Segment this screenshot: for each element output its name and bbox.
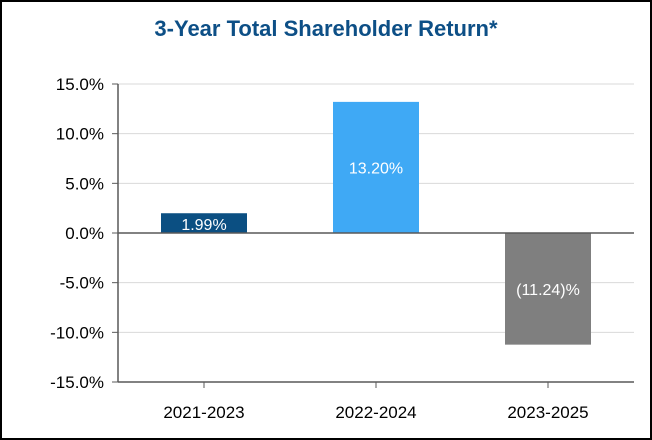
bar-2021-2023: [161, 213, 247, 233]
axes: [112, 83, 634, 388]
y-tick-label: 0.0%: [65, 224, 104, 243]
x-tick-label: 2023-2025: [507, 403, 588, 422]
y-tick-label: -5.0%: [60, 274, 104, 293]
bar-2023-2025: [505, 233, 591, 345]
data-label: 1.99%: [181, 217, 226, 234]
bars: [161, 101, 591, 345]
y-tick-label: 5.0%: [65, 174, 104, 193]
x-tick-label: 2021-2023: [163, 403, 244, 422]
bar-2022-2024: [333, 101, 419, 233]
y-axis-ticks: 15.0% 10.0% 5.0% 0.0% -5.0% -10.0% -15.0%: [50, 75, 104, 392]
data-label: 13.20%: [349, 160, 403, 177]
y-tick-label: -10.0%: [50, 323, 104, 342]
x-tick-label: 2022-2024: [335, 403, 416, 422]
y-tick-label: -15.0%: [50, 373, 104, 392]
chart-title: 3-Year Total Shareholder Return*: [154, 16, 498, 41]
x-axis-ticks: 2021-2023 2022-2024 2023-2025: [163, 403, 588, 422]
data-labels: 1.99% 13.20% (11.24)%: [181, 160, 580, 298]
y-tick-label: 15.0%: [56, 75, 104, 94]
data-label: (11.24)%: [516, 282, 580, 299]
y-tick-label: 10.0%: [56, 125, 104, 144]
